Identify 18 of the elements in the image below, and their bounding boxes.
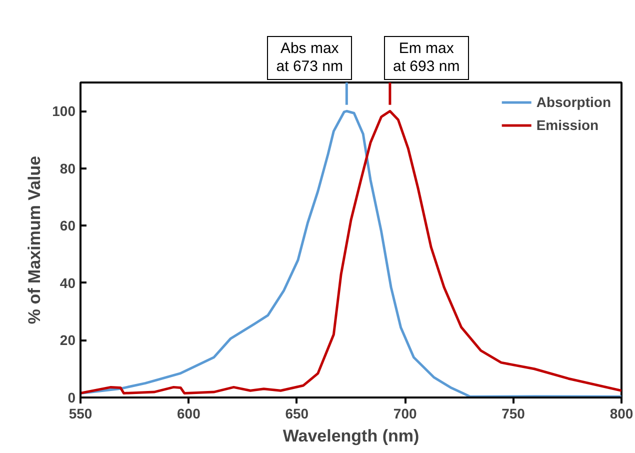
- x-tick-label: 550: [68, 406, 92, 422]
- annotation: Abs max at 673 nm: [267, 36, 352, 80]
- x-tick-label: 700: [393, 406, 417, 422]
- y-tick-label: 80: [60, 160, 76, 176]
- y-tick-label: 100: [52, 103, 76, 120]
- y-tick-label: 20: [60, 332, 76, 348]
- x-tick-label: 800: [610, 406, 634, 422]
- x-axis-title: Wavelength (nm): [282, 426, 420, 446]
- x-tick-label: 600: [177, 406, 201, 422]
- y-axis-title: % of Maximum Value: [25, 156, 44, 324]
- y-tick-label: 40: [60, 274, 76, 291]
- legend-label: Absorption: [536, 94, 611, 110]
- legend-label: Emission: [536, 117, 599, 133]
- x-tick-label: 750: [502, 406, 526, 422]
- y-tick-label: 0: [68, 390, 76, 406]
- annotation: Em max at 693 nm: [384, 36, 469, 80]
- y-tick-label: 60: [60, 218, 76, 234]
- x-tick-label: 650: [285, 406, 309, 422]
